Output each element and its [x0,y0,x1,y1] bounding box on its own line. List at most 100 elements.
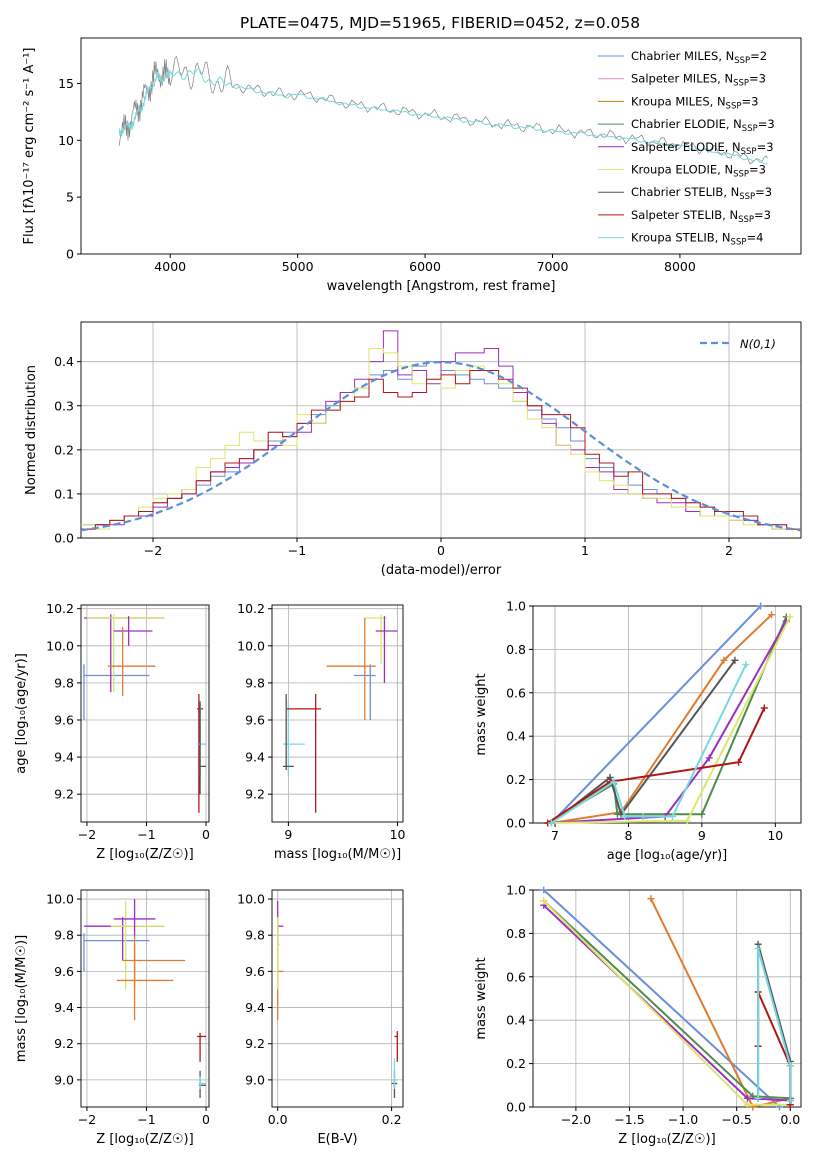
x-tick-label: −2 [78,827,96,842]
x-axis-label: (data-model)/error [381,563,502,578]
y-tick-label: 9.2 [245,787,265,802]
weight-marker [760,704,768,712]
y-tick-label: 9.8 [245,928,265,943]
y-axis-label: Normed distribution [24,365,39,495]
plot-frame [271,604,404,823]
x-tick-label: 10 [390,827,406,842]
y-tick-label: 9.4 [245,750,265,765]
plot-frame [271,889,404,1108]
weight-marker [757,602,765,610]
x-tick-label: 8000 [664,259,696,274]
weight-marker [540,886,548,894]
spectrum-data-line [118,55,768,165]
x-axis-label: Z [log₁₀(Z/Z☉)] [96,1132,193,1147]
weight-marker [743,1094,751,1102]
y-tick-label: 9.6 [245,964,265,979]
y-tick-label: 0.8 [506,926,526,941]
x-tick-label: 2 [725,543,733,558]
y-tick-label: 0.1 [54,486,74,501]
weight-marker [621,812,629,820]
weight-marker [768,611,776,619]
weight-line [550,605,762,824]
x-tick-label: 0.2 [382,1112,402,1127]
y-tick-label: 0.0 [506,1100,526,1115]
y-tick-label: 9.8 [54,675,74,690]
x-tick-label: 10 [767,828,783,843]
y-tick-label: 10.2 [237,601,265,616]
x-tick-label: −1.0 [668,1112,698,1127]
x-tick-label: −1 [137,827,155,842]
y-axis-label: mass [log₁₀(M/M☉)] [14,935,29,1062]
y-tick-label: 0.3 [54,398,74,413]
weight-marker [786,1062,794,1070]
x-tick-label: 0.0 [780,1112,800,1127]
weight-line [547,616,788,824]
y-tick-label: 9.4 [245,1000,265,1015]
y-tick-label: 10 [58,133,74,148]
y-tick-label: 0.4 [54,354,74,369]
x-tick-label: 6000 [409,259,441,274]
weight-marker [540,897,548,905]
x-tick-label: −1 [137,1112,155,1127]
plot-frame [80,604,210,823]
y-tick-label: 9.2 [54,1036,74,1051]
weight-marker [669,812,677,820]
weight-marker [720,656,728,664]
x-axis-label: E(B-V) [317,1132,357,1147]
weight-line [650,898,791,1109]
y-tick-label: 9.6 [54,712,74,727]
panel-mass-vs-EBV [268,889,404,1111]
weight-marker [610,778,618,786]
x-tick-label: 7 [551,828,559,843]
y-tick-label: 0.0 [54,531,74,546]
y-tick-label: 10.0 [46,638,74,653]
x-tick-label: −2.0 [561,1112,591,1127]
weight-line [547,616,791,824]
weight-marker [786,1096,794,1104]
y-tick-label: 9.0 [245,1072,265,1087]
panel-weight-vs-age [529,605,802,827]
y-axis-label: Flux [fλ10⁻¹⁷ erg cm⁻² s⁻¹ A⁻¹] [22,48,37,245]
weight-line [547,707,766,824]
x-tick-label: 9 [698,828,706,843]
x-axis-label: wavelength [Angstrom, rest frame] [327,279,556,294]
y-tick-label: 9.8 [245,675,265,690]
x-tick-label: −2 [144,543,162,558]
x-tick-label: −1.5 [614,1112,644,1127]
weight-marker [639,812,647,820]
x-tick-label: 0.0 [268,1112,288,1127]
y-tick-label: 0.2 [506,1056,526,1071]
y-tick-label: 0.2 [54,442,74,457]
y-tick-label: 1.0 [506,599,526,614]
x-axis-label: age [log₁₀(age/yr)] [607,848,728,863]
x-axis-label: Z [log₁₀(Z/Z☉)] [618,1132,715,1147]
y-tick-label: 0.4 [506,729,526,744]
y-tick-label: 0 [66,247,74,262]
y-tick-label: 0.6 [506,685,526,700]
legend-label: Kroupa ELODIE, NSSP=3 [631,163,766,180]
legend-label: Chabrier MILES, NSSP=2 [631,49,767,66]
weight-marker [647,895,655,903]
y-tick-label: 10.2 [46,601,74,616]
weight-line [543,889,781,1108]
plot-frame [532,889,802,1108]
y-tick-label: 0.6 [506,969,526,984]
y-tick-label: 9.4 [54,1000,74,1015]
plot-frame [80,889,210,1108]
legend-label: Salpeter ELODIE, NSSP=3 [631,140,774,157]
y-axis-label: age [log₁₀(age/yr)] [14,653,29,774]
weight-line [757,948,792,1101]
weight-line [550,664,747,824]
weight-marker [742,661,750,669]
legend-label: Salpeter MILES, NSSP=3 [631,72,766,89]
y-tick-label: 0.2 [506,772,526,787]
legend-label: Kroupa STELIB, NSSP=4 [631,231,763,248]
x-tick-label: 4000 [154,259,186,274]
x-tick-label: 0 [202,827,210,842]
x-tick-label: 0 [202,1112,210,1127]
x-axis-label: Z [log₁₀(Z/Z☉)] [96,847,193,862]
y-tick-label: 9.0 [54,1072,74,1087]
weight-marker [547,819,555,827]
y-tick-label: 10.0 [46,892,74,907]
